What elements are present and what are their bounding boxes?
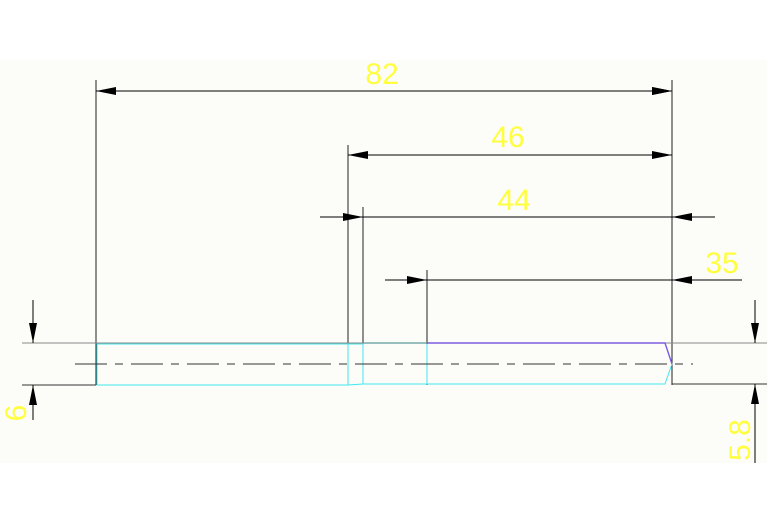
drawing-area [0,60,767,463]
dimension-35[interactable]: 35 [385,247,742,284]
dimension-35-text: 35 [705,247,738,280]
dimension-6[interactable]: 6 [0,300,37,422]
dimension-46-text: 46 [491,121,524,154]
dimension-46[interactable]: 46 [348,121,672,159]
dimension-44-text: 44 [497,184,530,217]
dimension-5-8[interactable]: 5.8 [724,300,759,463]
dimension-5-8-text: 5.8 [724,419,757,461]
part-outline[interactable] [22,342,767,386]
dimension-82[interactable]: 82 [96,58,672,95]
dimension-44[interactable]: 44 [320,184,715,221]
dimension-6-text: 6 [0,405,33,422]
extension-lines [95,80,673,385]
dimension-82-text: 82 [365,58,398,91]
